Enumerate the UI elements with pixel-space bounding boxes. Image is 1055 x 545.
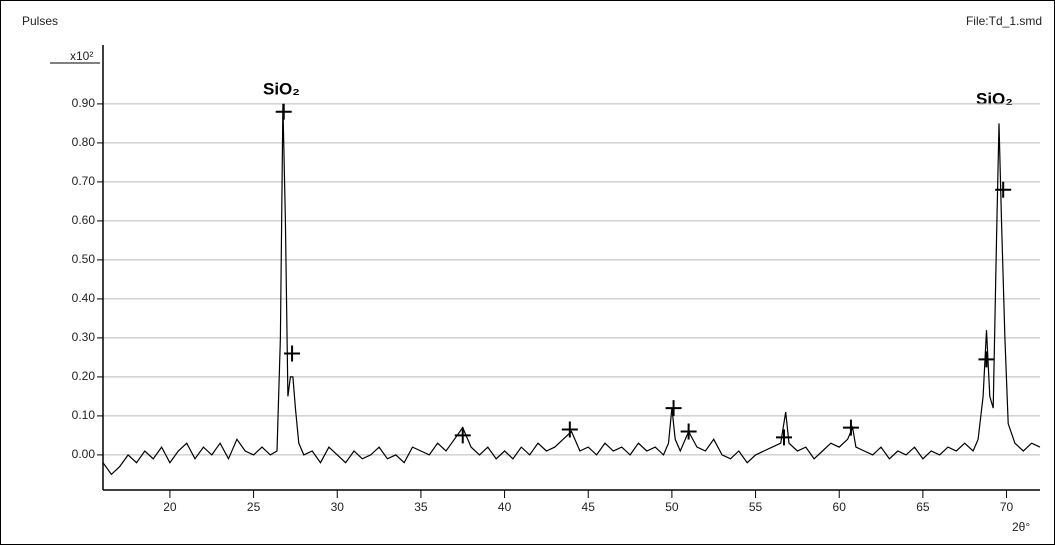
x-tick-label: 30 — [331, 500, 345, 514]
peak-marker — [665, 400, 682, 417]
spectrum-line — [102, 103, 1041, 476]
peak-marker — [454, 427, 471, 444]
x-tick-label: 55 — [749, 500, 763, 514]
peak-marker — [561, 421, 578, 438]
x-axis-label: 2θ° — [1012, 520, 1030, 534]
y-tick-label: 0.30 — [72, 330, 96, 344]
y-tick-label: 0.70 — [72, 174, 96, 188]
peak-marker — [775, 429, 792, 446]
y-tick-label: 0.10 — [72, 408, 96, 422]
x-tick-label: 60 — [833, 500, 847, 514]
file-label: File:Td_1.smd — [966, 14, 1042, 28]
peak-marker — [284, 345, 301, 362]
x-tick-label: 70 — [1000, 500, 1014, 514]
x-tick-label: 35 — [414, 500, 428, 514]
y-tick-label: 0.40 — [72, 291, 96, 305]
x-tick-label: 20 — [163, 500, 177, 514]
peak-marker — [680, 423, 697, 440]
annotation: SiO₂ — [263, 79, 300, 98]
peak-marker — [275, 103, 292, 120]
x-tick-label: 40 — [498, 500, 512, 514]
y-tick-label: 0.90 — [72, 96, 96, 110]
y-tick-label: 0.00 — [72, 447, 96, 461]
peak-marker — [978, 351, 995, 368]
multiplier: x10² — [70, 49, 93, 63]
peak-marker — [842, 419, 859, 436]
y-tick-label: 0.50 — [72, 252, 96, 266]
y-axis-label: Pulses — [22, 14, 58, 28]
x-tick-label: 45 — [582, 500, 596, 514]
x-tick-label: 50 — [665, 500, 679, 514]
x-tick-label: 25 — [247, 500, 261, 514]
peak-marker — [995, 181, 1012, 198]
x-tick-label: 65 — [916, 500, 930, 514]
annotation: SiO₂ — [976, 89, 1013, 108]
y-tick-label: 0.80 — [72, 135, 96, 149]
y-tick-label: 0.60 — [72, 213, 96, 227]
y-tick-label: 0.20 — [72, 369, 96, 383]
